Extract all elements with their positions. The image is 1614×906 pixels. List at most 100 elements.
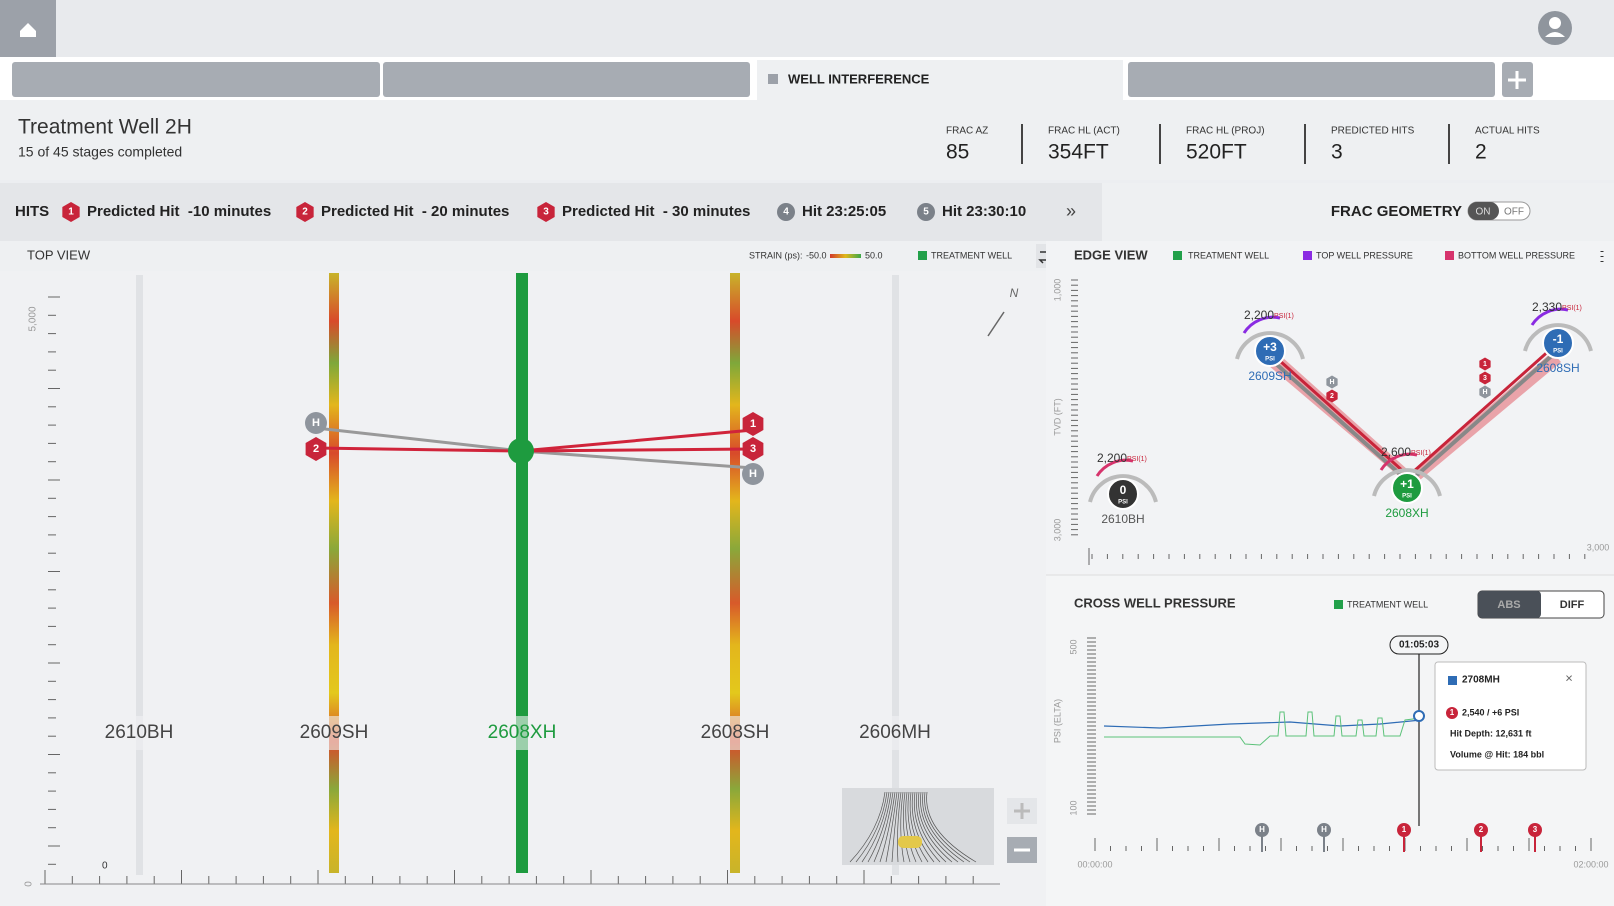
well-node xyxy=(1254,335,1286,367)
stat-value: 2 xyxy=(1475,141,1487,164)
hits: 1 Predicted Hit -10 minutes 2 Predicted Hit… xyxy=(62,202,1026,222)
top-view-header xyxy=(0,241,1046,271)
pin-label: H xyxy=(1259,825,1265,834)
toggle-off-label: OFF xyxy=(1504,207,1524,218)
edge-badge-label: 3 xyxy=(1483,375,1487,382)
legend-swatch xyxy=(918,251,927,260)
minimap-line xyxy=(897,791,902,863)
legend-label: TREATMENT WELL xyxy=(1347,599,1428,609)
edge-badge-label: H xyxy=(1329,379,1334,386)
well-label: 2610BH xyxy=(105,722,174,743)
strain-well xyxy=(329,273,339,873)
minimap-line xyxy=(918,791,953,863)
strain-scale xyxy=(830,254,861,258)
y-bottom-label: 0 xyxy=(24,881,35,887)
minimap-line xyxy=(909,791,929,863)
well-label: 2609SH xyxy=(300,722,369,743)
well-label: 2608SH xyxy=(701,722,770,743)
header-band xyxy=(0,100,1614,180)
gauge-arc xyxy=(1379,452,1418,471)
gauge-arc xyxy=(1235,331,1305,360)
gauge-arc xyxy=(1372,468,1442,497)
gauge-arc xyxy=(1088,474,1158,503)
legend-swatch xyxy=(1303,251,1312,260)
minimap-line xyxy=(849,791,886,863)
well-pressure: 2,200PSI(1) xyxy=(1244,308,1294,322)
stat-label: FRAC AZ xyxy=(946,126,988,137)
toggle-on xyxy=(1468,202,1499,220)
well-node xyxy=(1391,472,1423,504)
minimap-line xyxy=(905,791,917,863)
legend-label: TREATMENT WELL xyxy=(931,250,1012,260)
legend-label: TREATMENT WELL xyxy=(1188,250,1269,260)
strain-label: STRAIN (ps): xyxy=(749,250,803,260)
hex-badge xyxy=(62,202,80,222)
minimap-line xyxy=(885,791,898,863)
strain-min: -50.0 xyxy=(806,250,827,260)
legend-label: BOTTOM WELL PRESSURE xyxy=(1458,250,1575,260)
tab[interactable] xyxy=(383,62,750,97)
hex-badge xyxy=(1479,357,1491,371)
marker xyxy=(305,412,327,434)
hit-text: Predicted Hit -10 minutes xyxy=(87,203,271,220)
cursor-pill xyxy=(1389,635,1449,655)
well-label-bg xyxy=(508,716,536,750)
frac-geometry-label: FRAC GEOMETRY xyxy=(1331,203,1462,220)
minimap-line xyxy=(867,791,892,863)
tooltip-close[interactable]: × xyxy=(1565,670,1573,685)
mode-abs-label: ABS xyxy=(1497,599,1520,611)
tooltip-depth: Hit Depth: 12,631 ft xyxy=(1450,728,1532,738)
well-label-bg xyxy=(721,716,749,750)
delta-unit: PSI xyxy=(1118,500,1128,506)
minimap-line xyxy=(879,791,896,863)
active-tab[interactable] xyxy=(757,60,1123,100)
stats: FRAC AZ 85 FRAC HL (ACT) 354FT FRAC HL (PROJ… xyxy=(946,124,1540,164)
hex-badge xyxy=(537,202,555,222)
delta-unit: PSI xyxy=(1265,357,1275,363)
mode-abs[interactable] xyxy=(1478,591,1541,618)
pin-head xyxy=(1317,823,1331,837)
stat-label: FRAC HL (ACT) xyxy=(1048,126,1120,137)
more-button[interactable]: » xyxy=(1066,201,1076,221)
compass-arrow xyxy=(987,311,1005,337)
toggle-on-label: ON xyxy=(1476,207,1491,218)
y-bottom-label: 3,000 xyxy=(1052,519,1062,542)
tab[interactable] xyxy=(12,62,380,97)
tab[interactable] xyxy=(1128,62,1495,97)
minimap-line xyxy=(926,791,977,863)
well-delta: -1 xyxy=(1553,332,1564,346)
pressure-unit: PSI(1) xyxy=(1274,313,1294,320)
minimap-line xyxy=(920,791,959,863)
pressure-unit: PSI(1) xyxy=(1127,456,1147,463)
minimap-line xyxy=(922,791,965,863)
pressure-value: 2,200 xyxy=(1244,308,1274,322)
top-view-title: TOP VIEW xyxy=(27,247,91,262)
stat-value: 3 xyxy=(1331,141,1343,164)
tooltip-pressure: 2,540 / +6 PSI xyxy=(1462,707,1519,717)
mode-diff[interactable]: DIFF xyxy=(1560,599,1585,611)
legend-label: TOP WELL PRESSURE xyxy=(1316,250,1413,260)
markers: H 2 1 3 H xyxy=(305,412,764,485)
strain-well xyxy=(730,273,740,873)
well-label: 2608XH xyxy=(488,722,557,743)
y-top-label: 1,000 xyxy=(1052,279,1062,302)
well-track xyxy=(892,275,899,875)
edge-wells: 0PSI2,200PSI(1)2610BH+3PSI2,200PSI(1)260… xyxy=(1088,300,1593,526)
top-bar xyxy=(0,0,1614,57)
tab-title: WELL INTERFERENCE xyxy=(788,71,930,86)
well-node xyxy=(1107,478,1139,510)
legend-swatch xyxy=(1445,251,1454,260)
minimap-line xyxy=(911,791,935,863)
x-end-label: 3,000 xyxy=(1587,542,1610,552)
well-path xyxy=(1414,350,1558,478)
stat-label: FRAC HL (PROJ) xyxy=(1186,126,1265,137)
tab-icon xyxy=(768,74,778,84)
minimap-line xyxy=(891,791,900,863)
pressure-value: 2,330 xyxy=(1532,300,1562,314)
minimap-line xyxy=(873,791,894,863)
avatar-head xyxy=(1549,17,1561,29)
treatment-line xyxy=(1104,711,1422,746)
legend-swatch xyxy=(1334,600,1343,609)
hex-badge xyxy=(742,412,764,436)
